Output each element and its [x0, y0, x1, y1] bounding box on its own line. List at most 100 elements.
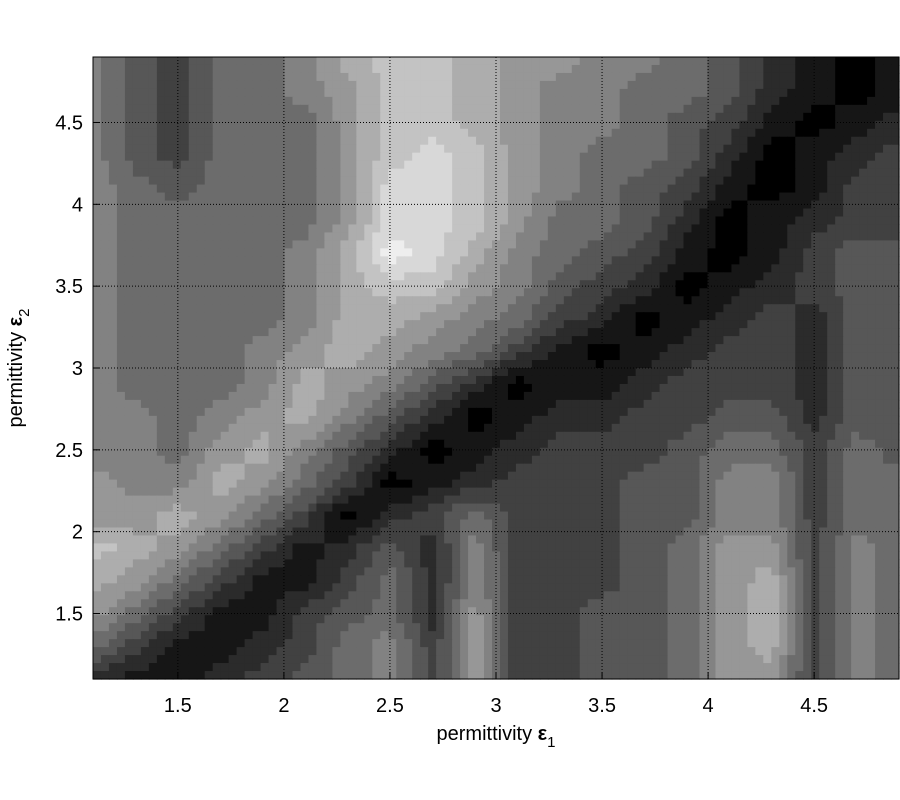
contour-cell	[795, 264, 804, 273]
contour-cell	[627, 200, 637, 210]
contour-cell	[651, 88, 661, 98]
contour-cell	[124, 152, 134, 162]
contour-cell	[204, 431, 214, 441]
contour-cell	[787, 415, 796, 425]
contour-cell	[132, 57, 142, 66]
contour-cell	[420, 368, 429, 377]
contour-cell	[883, 399, 892, 409]
contour-cell	[507, 280, 517, 289]
contour-cell	[531, 57, 541, 66]
contour-cell	[875, 320, 884, 329]
contour-cell	[356, 391, 365, 401]
contour-cell	[547, 144, 557, 154]
contour-cell	[875, 168, 884, 178]
contour-cell	[268, 104, 278, 114]
contour-cell	[324, 192, 334, 202]
contour-cell	[212, 328, 222, 337]
contour-cell	[843, 232, 852, 242]
contour-cell	[571, 168, 581, 178]
contour-cell	[220, 304, 230, 313]
contour-cell	[444, 96, 453, 106]
contour-cell	[611, 431, 621, 441]
contour-cell	[132, 272, 142, 281]
contour-cell	[651, 128, 661, 138]
contour-cell	[883, 200, 892, 210]
contour-cell	[731, 128, 740, 138]
contour-cell	[747, 407, 756, 417]
contour-cell	[699, 272, 709, 281]
contour-cell	[499, 304, 509, 313]
contour-cell	[276, 256, 286, 265]
contour-cell	[388, 407, 397, 417]
contour-cell	[587, 128, 597, 138]
contour-cell	[843, 224, 852, 234]
contour-cell	[763, 256, 772, 265]
contour-cell	[348, 184, 357, 194]
contour-cell	[699, 168, 709, 178]
contour-cell	[715, 280, 725, 289]
contour-cell	[587, 407, 597, 417]
contour-cell	[603, 280, 613, 289]
contour-cell	[683, 72, 693, 82]
contour-cell	[539, 168, 549, 178]
contour-cell	[380, 264, 389, 273]
contour-cell	[587, 224, 597, 234]
contour-cell	[436, 368, 445, 377]
contour-cell	[835, 368, 844, 377]
contour-cell	[715, 439, 725, 449]
contour-cell	[124, 447, 134, 457]
contour-cell	[587, 176, 597, 186]
contour-cell	[675, 64, 685, 74]
contour-cell	[108, 248, 118, 257]
contour-cell	[484, 152, 493, 162]
contour-cell	[340, 383, 349, 393]
contour-cell	[212, 64, 222, 74]
contour-cell	[627, 375, 637, 385]
contour-cell	[124, 344, 134, 353]
contour-cell	[116, 272, 126, 281]
contour-cell	[260, 64, 270, 74]
contour-cell	[819, 192, 828, 202]
contour-cell	[484, 96, 493, 106]
contour-cell	[108, 383, 118, 393]
contour-cell	[699, 336, 709, 345]
contour-cell	[412, 423, 421, 433]
contour-cell	[100, 80, 110, 90]
contour-cell	[747, 256, 756, 265]
contour-cell	[148, 256, 158, 265]
contour-cell	[539, 360, 549, 369]
contour-cell	[316, 152, 326, 162]
contour-cell	[731, 375, 740, 385]
contour-cell	[388, 360, 397, 369]
contour-cell	[180, 64, 190, 74]
contour-cell	[627, 391, 637, 401]
contour-cell	[460, 399, 469, 409]
contour-cell	[555, 168, 565, 178]
contour-cell	[284, 328, 294, 337]
contour-cell	[571, 320, 581, 329]
contour-cell	[531, 152, 541, 162]
contour-cell	[220, 264, 230, 273]
contour-cell	[883, 224, 892, 234]
contour-cell	[100, 144, 110, 154]
contour-cell	[220, 248, 230, 257]
contour-cell	[244, 423, 254, 433]
contour-cell	[460, 176, 469, 186]
contour-cell	[468, 399, 477, 409]
contour-cell	[875, 431, 884, 441]
contour-cell	[428, 248, 437, 257]
contour-cell	[148, 184, 158, 194]
contour-cell	[452, 352, 461, 361]
contour-cell	[787, 192, 796, 202]
contour-cell	[675, 336, 685, 345]
contour-cell	[204, 168, 214, 178]
contour-cell	[380, 312, 389, 321]
contour-cell	[436, 136, 445, 146]
contour-cell	[428, 399, 437, 409]
contour-cell	[731, 184, 740, 194]
contour-cell	[276, 312, 286, 321]
contour-cell	[507, 296, 517, 305]
contour-cell	[827, 72, 836, 82]
contour-cell	[268, 336, 278, 345]
contour-cell	[396, 248, 405, 257]
